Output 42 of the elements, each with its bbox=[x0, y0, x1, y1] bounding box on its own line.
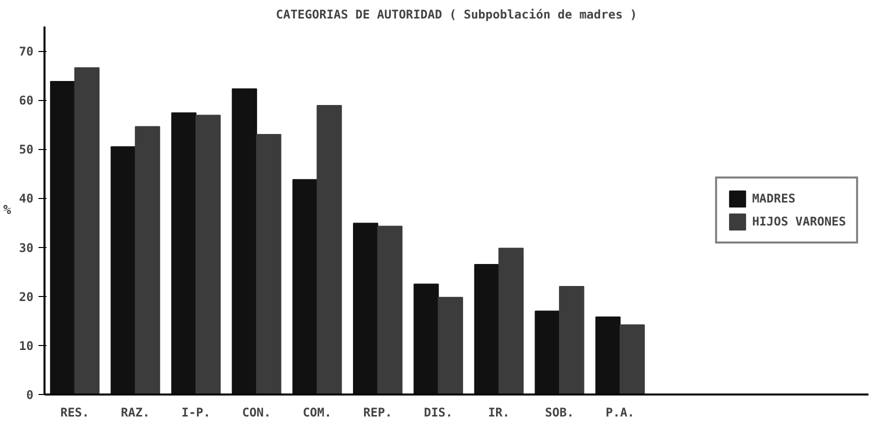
x-tick-label: RES. bbox=[60, 406, 90, 420]
x-tick-label: IR. bbox=[488, 406, 510, 420]
bar bbox=[195, 114, 221, 394]
bar bbox=[256, 134, 282, 394]
bar bbox=[134, 126, 160, 394]
y-tick-label: 0 bbox=[26, 388, 34, 402]
bar bbox=[559, 286, 584, 394]
legend-label: HIJOS VARONES bbox=[752, 214, 846, 228]
bar bbox=[316, 104, 342, 394]
bar bbox=[498, 248, 524, 394]
y-tick-label: 70 bbox=[19, 44, 34, 59]
bar bbox=[353, 222, 378, 394]
bar bbox=[171, 112, 196, 394]
legend-label: MADRES bbox=[752, 192, 796, 206]
y-tick-label: 30 bbox=[19, 240, 34, 255]
y-tick-label: 10 bbox=[19, 338, 34, 353]
bar bbox=[50, 80, 76, 394]
y-tick-label: 50 bbox=[19, 142, 34, 157]
bar bbox=[438, 296, 464, 394]
bar bbox=[414, 284, 439, 394]
bar bbox=[534, 310, 560, 394]
chart-title: CATEGORIAS DE AUTORIDAD ( Subpoblación de madres ) bbox=[276, 8, 638, 22]
bar bbox=[377, 226, 402, 394]
bar bbox=[292, 179, 318, 394]
x-tick-label: DIS. bbox=[424, 406, 453, 420]
x-tick-label: REP. bbox=[363, 406, 392, 420]
x-tick-label: COM. bbox=[302, 406, 332, 420]
bar bbox=[595, 316, 621, 394]
bar bbox=[110, 146, 136, 394]
y-tick-label: 20 bbox=[19, 290, 34, 304]
x-tick-label: SOB. bbox=[545, 406, 574, 420]
x-tick-label: RAZ. bbox=[120, 406, 150, 420]
x-tick-label: I-P. bbox=[182, 406, 210, 420]
bar bbox=[74, 67, 100, 394]
bar bbox=[232, 88, 258, 394]
bar bbox=[474, 264, 500, 394]
y-tick-label: 40 bbox=[19, 192, 34, 206]
bar bbox=[620, 324, 645, 394]
x-tick-label: P.A. bbox=[606, 406, 635, 420]
y-axis-title: % bbox=[3, 203, 12, 218]
y-tick-label: 60 bbox=[19, 94, 34, 108]
x-tick-label: CON. bbox=[242, 406, 272, 420]
